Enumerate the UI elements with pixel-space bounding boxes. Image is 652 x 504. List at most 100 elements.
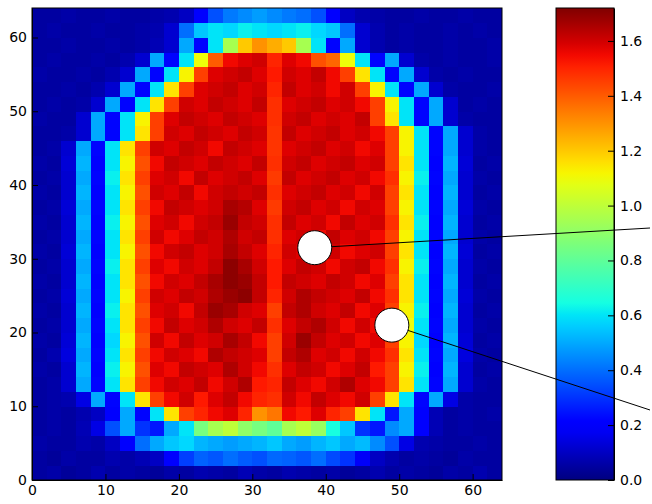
heatmap-cell — [458, 465, 473, 480]
heatmap-cell — [355, 97, 370, 112]
heatmap-cell — [340, 185, 355, 200]
heatmap-cell — [252, 347, 267, 362]
heatmap-cell — [252, 436, 267, 451]
heatmap-cell — [223, 259, 238, 274]
heatmap-cell — [473, 303, 488, 318]
heatmap-cell — [340, 229, 355, 244]
heatmap-cell — [223, 347, 238, 362]
heatmap-cell — [47, 288, 62, 303]
heatmap-cell — [399, 362, 414, 377]
heatmap-cell — [179, 229, 194, 244]
heatmap-cell — [443, 406, 458, 421]
heatmap-cell — [355, 52, 370, 67]
heatmap-cell — [252, 67, 267, 82]
heatmap-cell — [414, 288, 429, 303]
heatmap-cell — [32, 200, 47, 215]
heatmap-cell — [91, 111, 106, 126]
heatmap-cell — [296, 97, 311, 112]
heatmap-cell — [223, 126, 238, 141]
heatmap-cell — [150, 406, 165, 421]
heatmap-cell — [47, 8, 62, 23]
heatmap-cell — [32, 82, 47, 97]
heatmap-cell — [355, 185, 370, 200]
tick-mark — [32, 480, 38, 481]
heatmap-cell — [120, 97, 135, 112]
heatmap-cell — [429, 465, 444, 480]
heatmap-cell — [252, 229, 267, 244]
heatmap-cell — [164, 38, 179, 53]
heatmap-cell — [223, 406, 238, 421]
heatmap-cell — [223, 200, 238, 215]
heatmap-cell — [326, 303, 341, 318]
heatmap-cell — [267, 200, 282, 215]
heatmap-cell — [458, 8, 473, 23]
axis-line — [32, 9, 33, 481]
heatmap-cell — [443, 392, 458, 407]
heatmap-cell — [399, 244, 414, 259]
heatmap-cell — [91, 406, 106, 421]
heatmap-cell — [458, 170, 473, 185]
heatmap-cell — [32, 333, 47, 348]
heatmap-cell — [385, 82, 400, 97]
heatmap-cell — [150, 451, 165, 466]
heatmap-cell — [135, 362, 150, 377]
heatmap-cell — [47, 141, 62, 156]
heatmap-cell — [414, 347, 429, 362]
heatmap-cell — [267, 229, 282, 244]
heatmap-cell — [238, 215, 253, 230]
heatmap-cell — [267, 406, 282, 421]
heatmap-cell — [414, 215, 429, 230]
heatmap-cell — [135, 303, 150, 318]
heatmap-cell — [164, 347, 179, 362]
heatmap-cell — [61, 126, 76, 141]
heatmap-cell — [61, 392, 76, 407]
heatmap-cell — [487, 67, 502, 82]
heatmap-cell — [61, 52, 76, 67]
tick-mark — [32, 406, 38, 407]
heatmap-cell — [370, 126, 385, 141]
heatmap-cell — [194, 82, 209, 97]
heatmap-cell — [473, 465, 488, 480]
heatmap-cell — [370, 38, 385, 53]
heatmap-cell — [370, 8, 385, 23]
heatmap-cell — [76, 347, 91, 362]
heatmap-cell — [223, 377, 238, 392]
tick: 60 — [464, 474, 482, 498]
heatmap-cell — [135, 436, 150, 451]
heatmap-cell — [340, 97, 355, 112]
heatmap-cell — [370, 274, 385, 289]
tick-label: 60 — [9, 29, 27, 45]
heatmap-cell — [282, 185, 297, 200]
heatmap-cell — [355, 170, 370, 185]
heatmap-cell — [487, 406, 502, 421]
heatmap-cell — [238, 333, 253, 348]
heatmap-cell — [326, 82, 341, 97]
x-axis: 0102030405060 — [28, 474, 502, 498]
heatmap-cell — [311, 392, 326, 407]
heatmap-cell — [355, 67, 370, 82]
heatmap-cell — [296, 23, 311, 38]
tick: 40 — [9, 177, 38, 193]
heatmap-cell — [76, 465, 91, 480]
heatmap-cell — [91, 38, 106, 53]
heatmap-cell — [120, 465, 135, 480]
heatmap-cell — [473, 52, 488, 67]
heatmap-cell — [208, 436, 223, 451]
heatmap-cell — [429, 421, 444, 436]
heatmap-cell — [252, 377, 267, 392]
heatmap-cell — [487, 421, 502, 436]
heatmap-cell — [296, 111, 311, 126]
heatmap-cell — [120, 288, 135, 303]
tick-label: 60 — [464, 482, 482, 498]
heatmap-cell — [32, 141, 47, 156]
heatmap-cell — [194, 259, 209, 274]
heatmap-cell — [76, 23, 91, 38]
heatmap-cell — [370, 229, 385, 244]
heatmap-cell — [487, 170, 502, 185]
heatmap-cell — [296, 38, 311, 53]
heatmap-cell — [282, 82, 297, 97]
heatmap-cell — [473, 274, 488, 289]
heatmap-cell — [487, 8, 502, 23]
heatmap-cell — [32, 23, 47, 38]
heatmap-cell — [267, 38, 282, 53]
